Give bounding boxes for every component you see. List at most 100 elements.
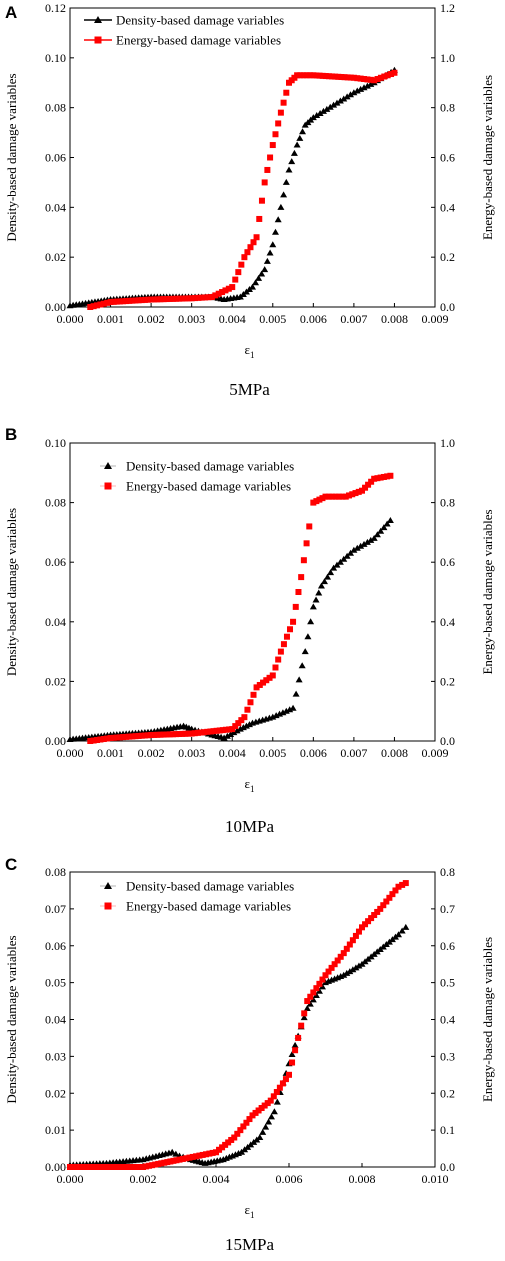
data-point [193,1153,200,1160]
data-point [213,727,220,734]
data-point [343,969,351,976]
data-point [283,89,290,96]
panel-caption: 10MPa [225,817,275,836]
data-point [100,1164,107,1170]
chart-panel-c: C0.000 0.002 0.004 0.006 0.008 0.0100.000.010… [4,855,495,1254]
data-point [157,296,164,303]
data-point [90,303,97,310]
data-point [107,735,114,742]
data-point [357,75,364,82]
data-point [316,496,323,503]
legend-marker [104,902,112,910]
chart-panel-b: B0.000 0.001 0.002 0.003 0.004 0.005 0.006 0.00… [4,425,495,836]
data-point [279,1080,286,1087]
data-point [353,544,361,551]
plot-frame [69,7,436,308]
data-point [319,495,326,502]
data-point [262,1123,270,1130]
data-point [173,731,180,738]
y-tick-label: 0.08 [45,496,66,510]
data-point [232,276,239,283]
data-point [288,158,296,165]
legend-marker [104,462,112,469]
data-point [264,166,271,173]
data-point [252,279,260,286]
y-tick-label: 0.12 [45,1,66,15]
data-point [203,1151,210,1158]
data-point [296,134,304,141]
data-point [250,691,257,698]
data-point [149,1162,156,1169]
data-point [297,72,304,79]
y2-tick-label: 0.8 [440,865,455,879]
data-point [347,74,354,81]
data-point [164,1159,171,1166]
data-point [87,304,94,310]
data-point [374,475,381,482]
data-point [264,1100,271,1107]
data-point [170,1157,177,1164]
data-point [202,294,209,301]
data-point [231,1134,238,1141]
data-point [380,473,387,480]
x-tick-label: 0.000 [57,1172,84,1186]
data-point [322,972,329,979]
data-point [380,524,388,531]
y-tick-label: 0.02 [45,250,66,264]
data-point [263,677,270,684]
data-point [357,542,365,549]
y2-tick-label: 0.4 [440,200,455,214]
data-point [355,488,362,495]
data-point [339,493,346,500]
data-point [333,99,341,106]
data-point [317,582,325,589]
data-point [383,898,390,905]
data-point [163,296,170,303]
data-point [213,1149,219,1156]
data-point [172,1150,180,1157]
data-point [163,731,170,738]
data-point [326,103,334,110]
data-point [300,72,307,79]
data-point [259,1128,267,1135]
data-point [185,730,192,737]
data-point [365,481,372,488]
y-tick-label: 0.08 [45,865,66,879]
x-axis-title-subscript: 1 [250,350,255,360]
data-point [300,557,307,564]
data-point [367,536,375,543]
data-point [272,131,279,138]
legend-label: Energy-based damage variables [126,479,291,494]
data-point [342,493,349,500]
data-point [346,941,353,948]
data-point [290,149,298,156]
data-point [301,648,309,655]
data-point [90,737,97,744]
data-point [220,734,228,741]
legend-label: Density-based damage variables [116,13,284,28]
data-point [287,626,294,633]
data-point [252,1109,259,1116]
series-density [66,66,398,309]
series-energy [67,880,409,1170]
data-point [343,93,351,100]
y2-tick-label: 0.4 [440,615,455,629]
x-tick-label: 0.005 [259,312,286,326]
data-point [126,733,133,740]
data-point [173,1157,180,1164]
data-point [250,239,257,246]
x-tick-label: 0.010 [422,1172,449,1186]
data-point [377,527,385,534]
data-point [103,1164,110,1170]
data-point [313,498,320,505]
data-point [319,72,326,79]
legend-label: Density-based damage variables [126,459,294,474]
data-point [340,971,348,978]
y2-tick-label: 0.8 [440,496,455,510]
x-tick-label: 0.007 [340,746,367,760]
data-point [346,968,354,975]
data-point [113,1164,120,1170]
data-point [320,578,328,585]
y-axis-title: Density-based damage variables [4,935,19,1103]
chart-panel-a: A0.000 0.001 0.002 0.003 0.004 0.005 0.006 0.00… [4,1,495,399]
